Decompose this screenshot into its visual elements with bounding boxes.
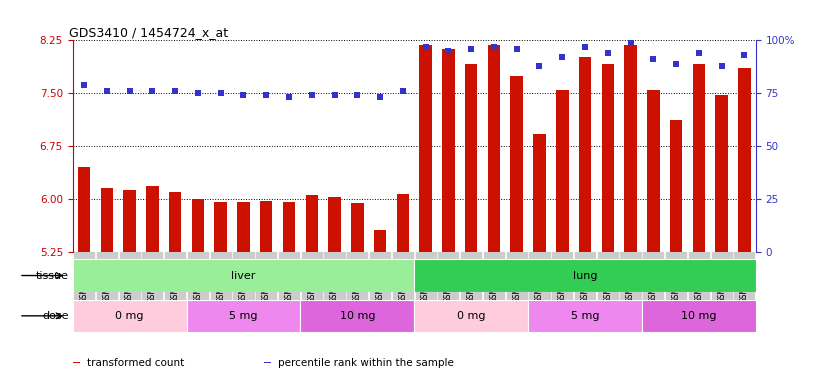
Bar [396, 195, 409, 252]
Bar [415, 259, 756, 292]
Point [601, 50, 615, 56]
Text: 5 mg: 5 mg [571, 311, 600, 321]
Text: 5 mg: 5 mg [229, 311, 258, 321]
Point [282, 94, 296, 101]
Point [259, 92, 273, 98]
Bar [647, 89, 660, 252]
Bar [528, 300, 642, 332]
Text: 0 mg: 0 mg [457, 311, 486, 321]
Bar [374, 230, 387, 252]
Bar [301, 300, 415, 332]
Point [692, 50, 705, 56]
Bar [306, 195, 318, 252]
Bar [556, 89, 568, 252]
Bar [738, 68, 751, 252]
Point [738, 52, 751, 58]
Bar [73, 259, 415, 292]
Bar [187, 300, 301, 332]
Text: GDS3410 / 1454724_x_at: GDS3410 / 1454724_x_at [69, 26, 229, 39]
Bar [465, 64, 477, 252]
Bar [215, 202, 227, 252]
Point [647, 56, 660, 62]
Bar [73, 300, 187, 332]
Text: liver: liver [231, 270, 256, 281]
Text: transformed count: transformed count [87, 358, 184, 368]
Bar [146, 186, 159, 252]
Bar [715, 94, 728, 252]
Text: 0 mg: 0 mg [116, 311, 144, 321]
Point [419, 44, 432, 50]
Point [556, 54, 569, 60]
Point [578, 44, 591, 50]
Point [145, 88, 159, 94]
Bar [420, 45, 432, 252]
Point [78, 82, 91, 88]
Text: 10 mg: 10 mg [339, 311, 375, 321]
Bar [169, 192, 182, 252]
Text: percentile rank within the sample: percentile rank within the sample [278, 358, 454, 368]
Text: 10 mg: 10 mg [681, 311, 717, 321]
Bar [328, 197, 341, 252]
Text: dose: dose [42, 311, 69, 321]
Bar [415, 300, 528, 332]
Bar [642, 300, 756, 332]
Point [100, 88, 113, 94]
Bar [237, 202, 249, 252]
Point [351, 92, 364, 98]
Bar [601, 64, 614, 252]
Point [123, 88, 136, 94]
Bar [670, 120, 682, 252]
Text: lung: lung [572, 270, 597, 281]
Point [442, 48, 455, 54]
Bar [442, 50, 454, 252]
Point [464, 46, 477, 52]
Text: tissue: tissue [36, 270, 69, 281]
Bar [534, 134, 546, 252]
Bar [101, 188, 113, 252]
Bar [487, 45, 501, 252]
Bar [123, 190, 135, 252]
Bar [73, 362, 80, 363]
Point [624, 40, 637, 46]
Point [328, 92, 341, 98]
Bar [192, 199, 204, 252]
Point [214, 90, 227, 96]
Bar [579, 56, 591, 252]
Point [237, 92, 250, 98]
Bar [260, 201, 273, 252]
Point [670, 61, 683, 67]
Bar [264, 362, 272, 363]
Point [373, 94, 387, 101]
Point [487, 44, 501, 50]
Point [192, 90, 205, 96]
Point [715, 63, 729, 69]
Bar [351, 203, 363, 252]
Point [305, 92, 318, 98]
Point [533, 63, 546, 69]
Point [510, 46, 524, 52]
Bar [510, 76, 523, 252]
Point [169, 88, 182, 94]
Bar [693, 64, 705, 252]
Bar [78, 167, 90, 252]
Bar [282, 202, 295, 252]
Point [396, 88, 410, 94]
Bar [624, 45, 637, 252]
